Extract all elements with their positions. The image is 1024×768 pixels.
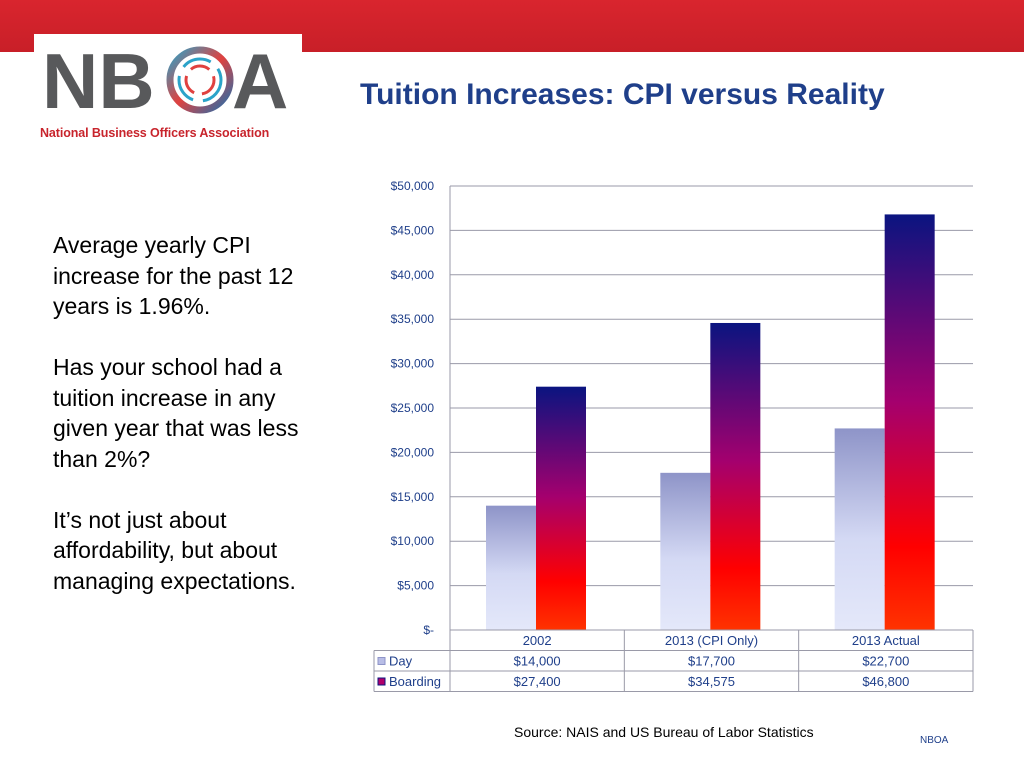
y-tick-label: $10,000: [391, 534, 435, 548]
data-value-label: $27,400: [514, 674, 561, 689]
x-category-label: 2013 Actual: [852, 633, 920, 648]
y-tick-label: $-: [423, 623, 434, 637]
y-tick-label: $40,000: [391, 268, 435, 282]
legend-label-boarding: Boarding: [389, 674, 441, 689]
y-tick-label: $20,000: [391, 445, 435, 459]
legend-label-day: Day: [389, 654, 413, 669]
y-tick-label: $25,000: [391, 401, 435, 415]
bar-boarding-2: [884, 214, 935, 630]
body-paragraph-question: Has your school had a tuition increase i…: [53, 354, 299, 472]
data-value-label: $17,700: [688, 654, 735, 669]
tuition-bar-chart: $- $5,000 $10,000 $15,000 $20,000 $25,000 $30,…: [373, 179, 974, 692]
body-paragraph-cpi: Average yearly CPI increase for the past…: [53, 232, 294, 319]
y-tick-label: $15,000: [391, 490, 435, 504]
footer-tag: NBOA: [920, 735, 949, 746]
y-tick-label: $50,000: [391, 179, 435, 193]
logo-subtitle: National Business Officers Association: [40, 126, 270, 140]
logo: NB A National Business Officers Associat…: [34, 34, 302, 146]
data-value-label: $34,575: [688, 674, 735, 689]
logo-letters-nb: NB: [42, 40, 155, 120]
x-category-label: 2002: [523, 633, 552, 648]
bar-day-2: [834, 428, 885, 630]
y-tick-label: $45,000: [391, 223, 435, 237]
data-value-label: $22,700: [862, 654, 909, 669]
data-value-label: $46,800: [862, 674, 909, 689]
bars: [486, 214, 935, 630]
y-tick-label: $5,000: [397, 579, 434, 593]
bar-day-1: [660, 472, 711, 630]
logo-ring-o: [166, 46, 234, 114]
bar-boarding-1: [710, 322, 761, 630]
data-value-label: $14,000: [514, 654, 561, 669]
legend-swatch-day: [377, 657, 386, 665]
data-table: 2002 2013 (CPI Only) 2013 Actual Day $14,000…: [373, 629, 974, 692]
bar-day-0: [486, 505, 536, 630]
body-paragraph-expectations: It’s not just about affordability, but a…: [53, 506, 296, 594]
legend-swatch-boarding: [377, 677, 386, 686]
y-axis: $- $5,000 $10,000 $15,000 $20,000 $25,000 $30,…: [391, 179, 451, 637]
bar-boarding-0: [536, 386, 586, 630]
source-note: Source: NAIS and US Bureau of Labor Stat…: [514, 724, 814, 740]
y-tick-label: $35,000: [391, 312, 435, 326]
body-text: Average yearly CPI increase for the past…: [53, 230, 323, 627]
x-category-label: 2013 (CPI Only): [665, 633, 758, 648]
logo-letter-a: A: [232, 40, 288, 120]
nboa-logo-icon: NB A: [42, 40, 288, 120]
page-title: Tuition Increases: CPI versus Reality: [360, 78, 885, 111]
y-tick-label: $30,000: [391, 357, 435, 371]
